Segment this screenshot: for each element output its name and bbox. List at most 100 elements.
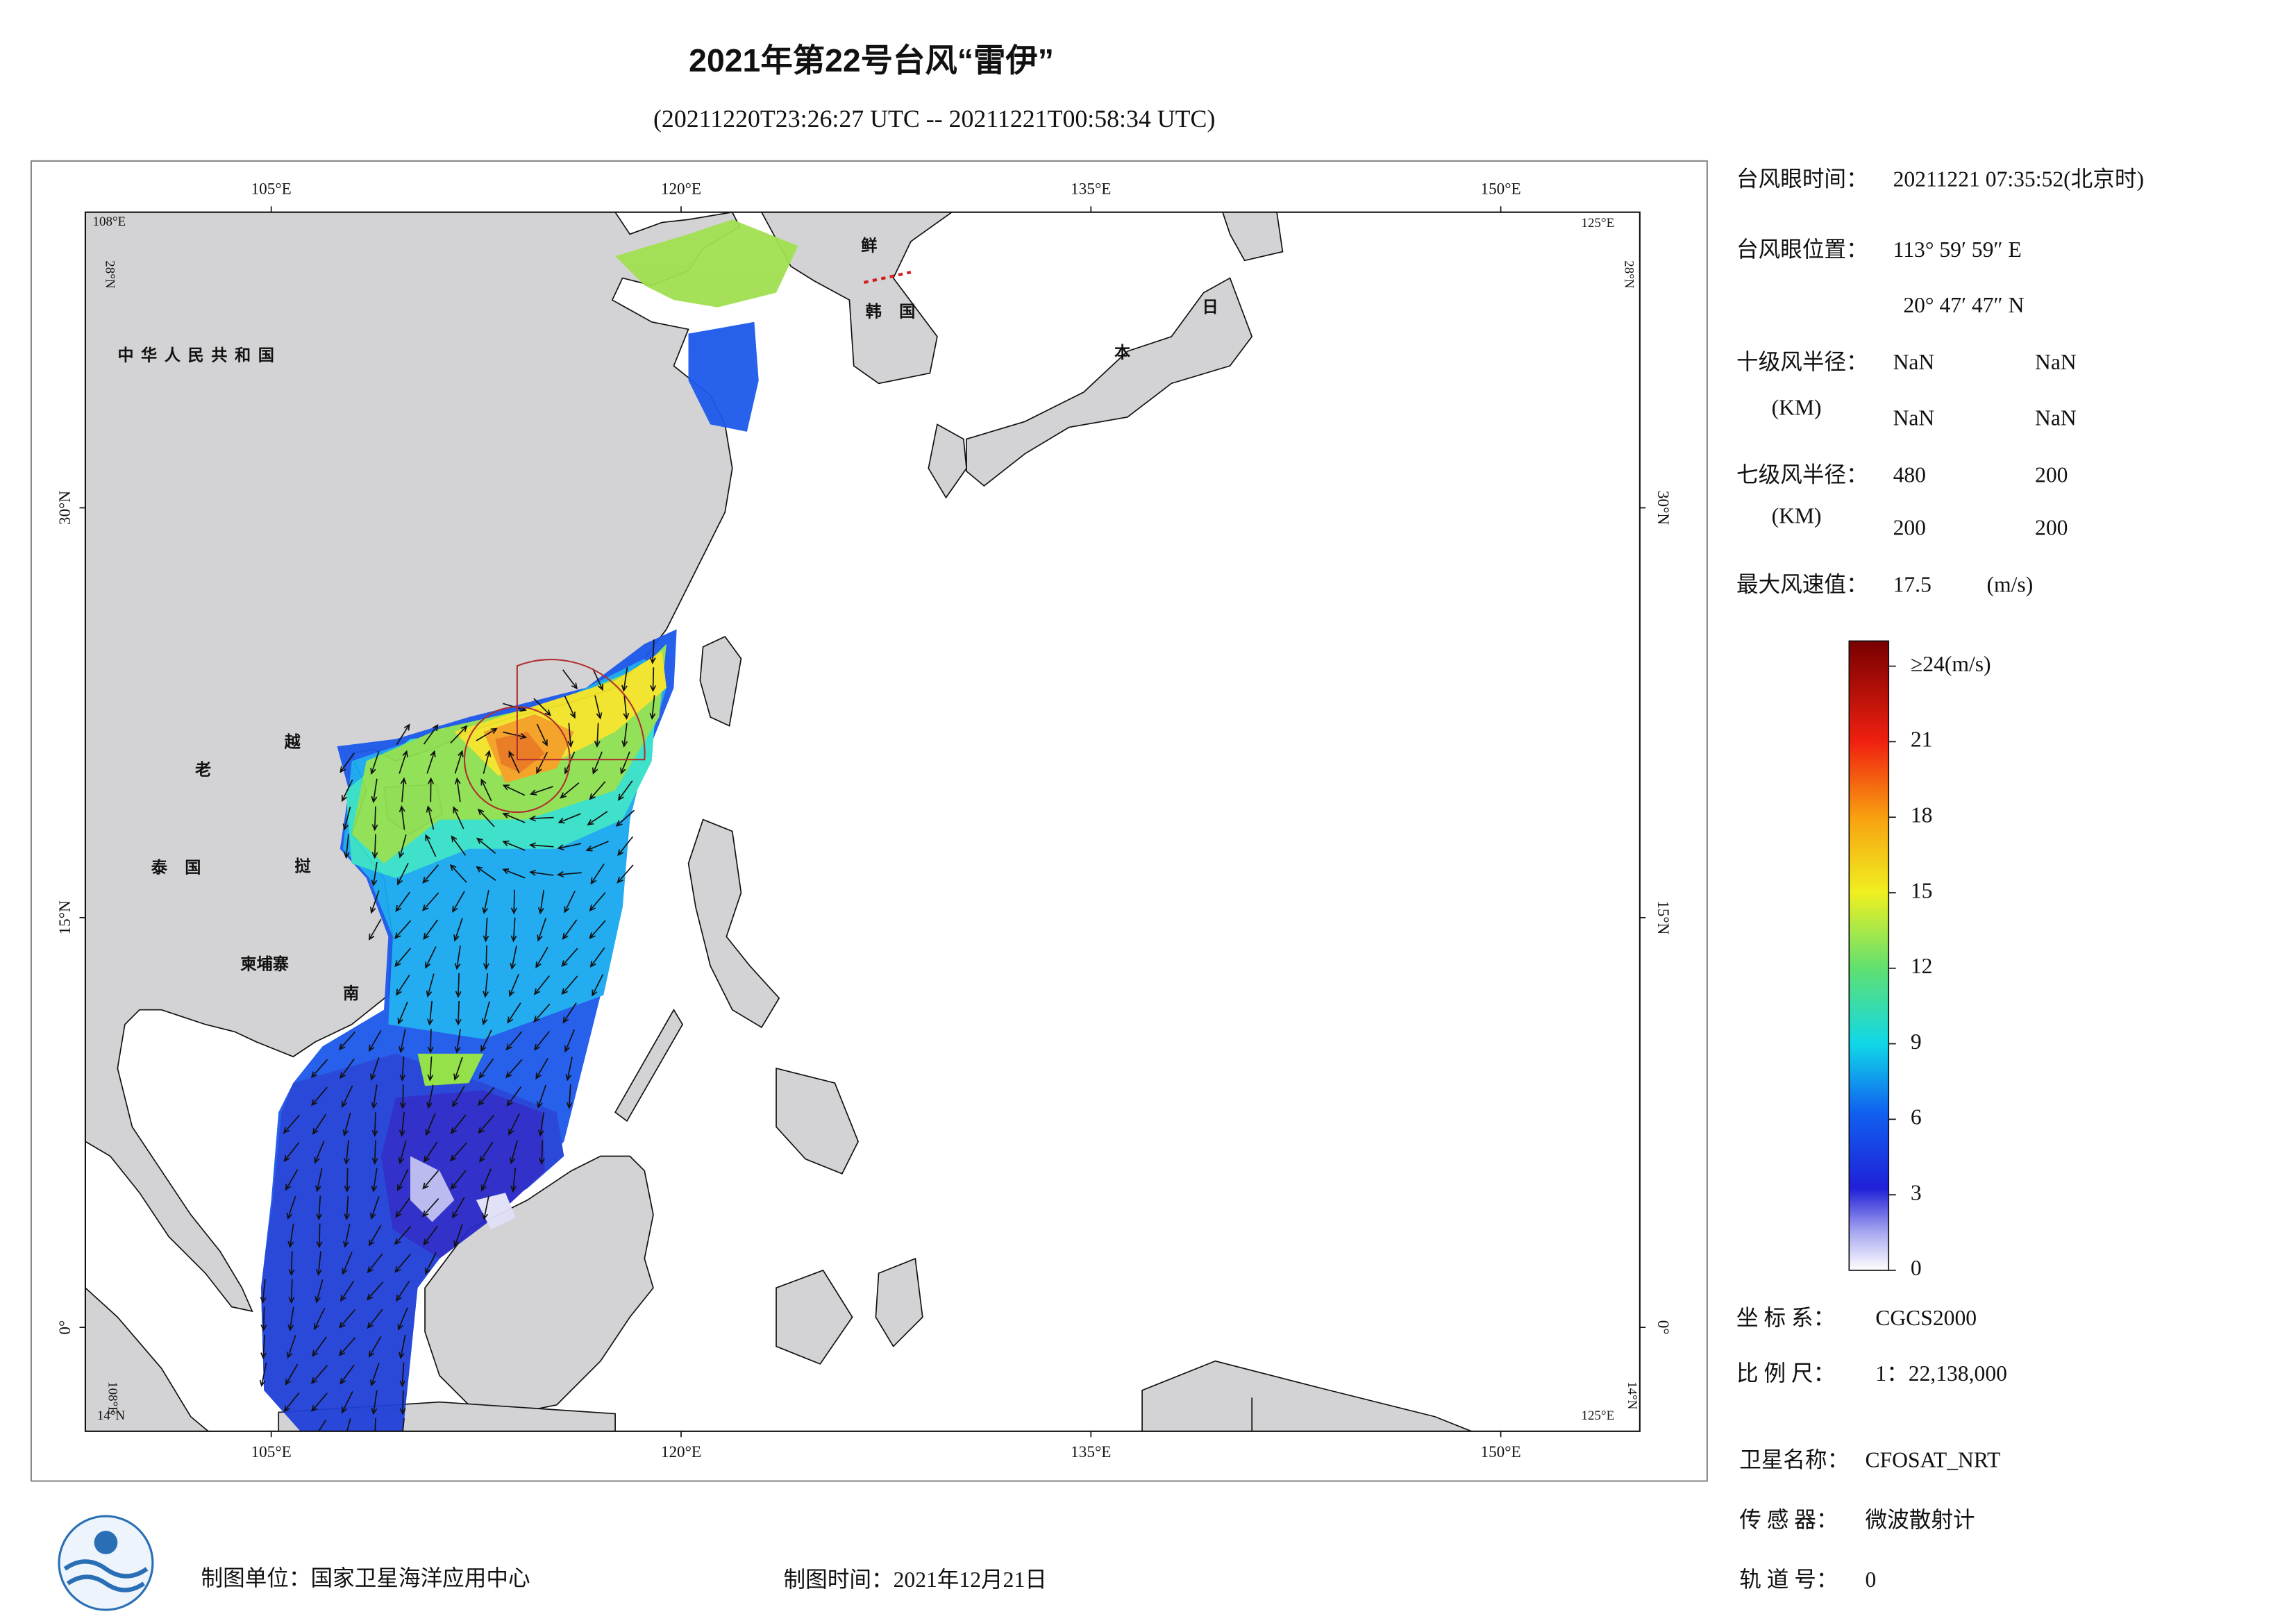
wind-arrow: [286, 1335, 296, 1359]
wind-arrow: [371, 1084, 378, 1109]
wind-arrow: [316, 1223, 323, 1249]
wind-arrow: [311, 1086, 328, 1107]
wind-arrow: [567, 723, 573, 748]
wind-arrow: [399, 1334, 406, 1359]
info-panel: 台风眼时间： 20211221 07:35:52(北京时) 台风眼位置： 113…: [1736, 167, 2144, 1592]
info-unit: (KM): [1772, 396, 1822, 420]
wind-arrow: [535, 946, 548, 968]
corner-label: 28°N: [102, 260, 117, 289]
wind-arrow: [422, 1170, 439, 1190]
wind-arrow: [533, 698, 551, 716]
place-label: 挝: [294, 857, 311, 875]
lat-tick-label: 30°N: [1654, 491, 1672, 525]
wind-arrow: [286, 1195, 296, 1220]
wind-arrow: [621, 723, 628, 748]
info-value: NaN: [2035, 350, 2077, 374]
wind-arrow: [535, 1058, 548, 1080]
info-value: CGCS2000: [1875, 1306, 1977, 1330]
wind-arrow: [508, 750, 520, 774]
info-value: 200: [2035, 515, 2068, 539]
wind-arrow: [452, 891, 465, 913]
wind-arrow: [483, 973, 489, 998]
wind-arrow: [288, 1279, 295, 1304]
wind-arrow: [371, 861, 378, 887]
wind-arrow: [506, 1086, 522, 1107]
land-sumatra: [85, 1287, 210, 1431]
colorbar: [1848, 640, 1890, 1271]
info-value: NaN: [1893, 405, 1935, 430]
colorbar-tick-label: 0: [1911, 1256, 1922, 1280]
wind-arrow: [453, 1057, 463, 1081]
wind-arrow: [502, 784, 526, 796]
wind-arrow: [369, 1195, 380, 1220]
wind-arrow: [341, 1391, 353, 1414]
info-unit: (m/s): [1987, 573, 2034, 597]
info-value: CFOSAT_NRT: [1866, 1447, 2001, 1472]
wind-arrow: [503, 731, 527, 739]
land-korea: [760, 212, 953, 385]
wind-arrow: [425, 834, 437, 857]
wind-arrow: [398, 834, 407, 859]
info-label: 最大风速值：: [1736, 573, 1868, 597]
wind-arrow: [557, 843, 582, 850]
lon-tick-label: 105°E: [251, 1443, 292, 1461]
wind-arrow: [260, 1334, 267, 1360]
wind-arrow: [315, 1251, 322, 1277]
wind-arrow: [371, 778, 378, 803]
wind-arrow: [397, 1168, 409, 1192]
wind-arrow: [316, 1195, 322, 1221]
map-border: [84, 211, 1641, 1432]
footer-unit: 制图单位：国家卫星海洋应用中心: [201, 1566, 530, 1590]
wind-arrow: [394, 948, 412, 968]
wind-arrow: [287, 1306, 294, 1332]
wind-arrow: [425, 1113, 436, 1136]
lon-tick-label: 120°E: [661, 1443, 701, 1461]
wind-arrow: [428, 777, 435, 802]
lon-tick-label: 105°E: [251, 180, 292, 198]
wind-arrow: [344, 1168, 351, 1193]
wind-arrow: [369, 890, 380, 914]
wind-arrow: [283, 1114, 301, 1134]
logo: [58, 1515, 154, 1611]
wind-arrow: [394, 920, 412, 939]
info-label: 台风眼时间：: [1736, 167, 1868, 192]
info-value: 微波散射计: [1866, 1508, 1975, 1532]
info-value: 200: [1893, 515, 1926, 539]
info-label: 比 例 尺：: [1736, 1361, 1835, 1386]
wind-arrow: [369, 1363, 380, 1387]
wind-arrow: [423, 724, 439, 745]
wind-arrow: [425, 946, 437, 969]
map-ticks: 105°E 105°E 120°E 120°E 135°E 135°E 150°E 150°E…: [56, 180, 1672, 1461]
wind-arrow: [423, 1225, 439, 1246]
wind-arrow: [483, 945, 489, 970]
wind-arrow: [623, 695, 630, 721]
place-label: 日: [1203, 298, 1218, 317]
land-kyushu: [928, 423, 967, 499]
lat-tick-label: 15°N: [56, 900, 74, 934]
corner-label: 28°N: [1622, 260, 1636, 289]
lon-tick-label: 150°E: [1480, 1443, 1520, 1461]
wind-arrow: [371, 834, 378, 859]
wind-arrow: [589, 892, 606, 911]
wind-arrow: [314, 1307, 326, 1331]
wind-arrow: [342, 807, 351, 831]
corner-labels: 108°E 125°E 28°N 28°N 14°N 125°E 108°E 1…: [92, 215, 1639, 1423]
wind-arrow: [505, 1031, 523, 1051]
wind-arrow: [538, 1140, 545, 1165]
wind-arrow: [368, 1336, 382, 1358]
wind-arrow: [342, 1085, 353, 1108]
wind-arrow: [615, 809, 635, 827]
wind-arrow: [589, 947, 605, 968]
wind-arrow: [426, 973, 435, 998]
wind-arrow: [371, 1112, 378, 1137]
wind-arrow: [340, 752, 355, 773]
wind-arrow: [371, 1168, 378, 1193]
corner-label: 108°E: [106, 1381, 120, 1415]
corner-label: 125°E: [1582, 216, 1615, 230]
wind-arrow: [422, 892, 439, 911]
info-value: 113° 59′ 59″ E: [1893, 237, 2022, 262]
wind-arrow: [592, 668, 603, 691]
place-label: 中华人民共和国: [117, 346, 281, 365]
wind-arrow: [424, 1141, 438, 1163]
